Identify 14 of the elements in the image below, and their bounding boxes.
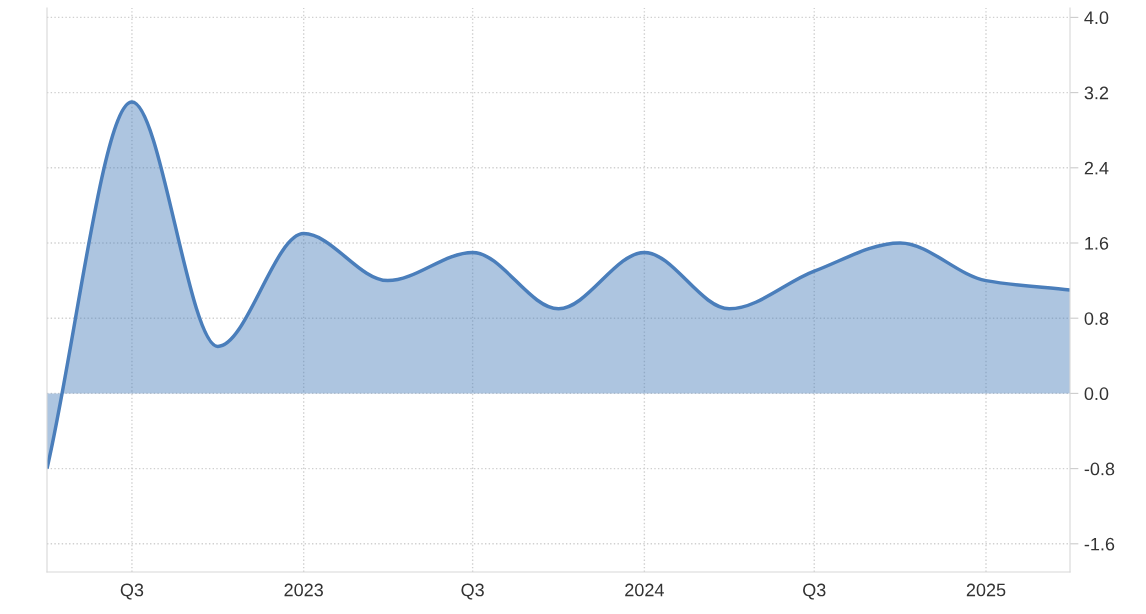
y-tick-label: 2.4 <box>1084 161 1109 175</box>
x-tick-label: Q3 <box>120 583 144 600</box>
y-tick-label: 0.0 <box>1084 387 1109 401</box>
x-tick-label: 2023 <box>284 583 323 597</box>
y-tick-label: 1.6 <box>1085 236 1109 250</box>
x-tick-label: Q3 <box>803 583 826 600</box>
y-tick-label: 3.2 <box>1084 86 1109 100</box>
y-tick-label: -1.6 <box>1084 537 1115 551</box>
y-tick-label: 4.0 <box>1084 11 1109 25</box>
x-tick-label: Q3 <box>461 583 484 600</box>
y-tick-label: -0.8 <box>1084 462 1115 476</box>
y-tick-label: 0.8 <box>1084 312 1109 325</box>
x-tick-label: 2025 <box>966 583 1006 597</box>
x-tick-label: 2024 <box>625 583 664 597</box>
